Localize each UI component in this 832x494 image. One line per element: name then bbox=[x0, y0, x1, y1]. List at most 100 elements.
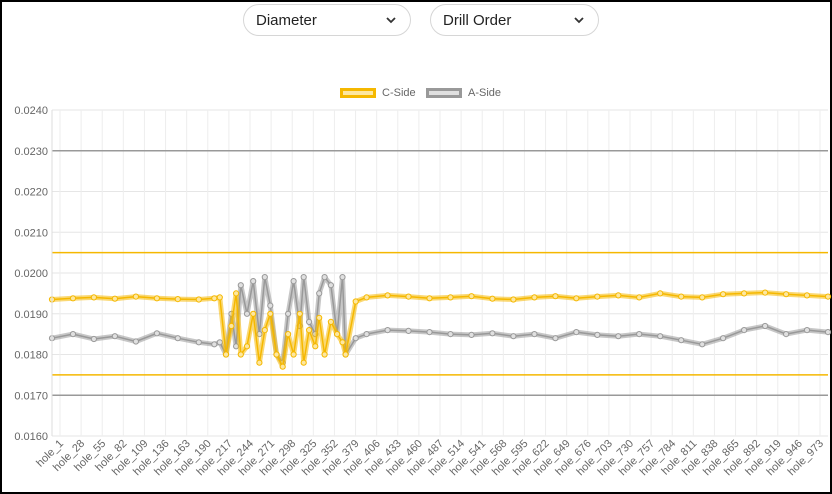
data-point-c-side bbox=[267, 310, 274, 317]
data-point-a-side bbox=[339, 274, 346, 281]
data-point-a-side bbox=[783, 331, 790, 338]
chart-legend: C-Side A-Side bbox=[0, 87, 832, 103]
data-point-c-side bbox=[273, 351, 280, 358]
data-point-a-side bbox=[237, 282, 244, 289]
data-point-c-side bbox=[261, 327, 268, 334]
data-point-a-side bbox=[211, 341, 218, 348]
data-point-a-side bbox=[300, 274, 307, 281]
y-tick-label: 0.0160 bbox=[14, 431, 48, 443]
data-point-c-side bbox=[334, 331, 341, 338]
data-point-c-side bbox=[468, 293, 475, 300]
data-point-a-side bbox=[316, 290, 323, 297]
data-point-c-side bbox=[594, 293, 601, 300]
data-point-c-side bbox=[306, 327, 313, 334]
data-point-a-side bbox=[352, 335, 359, 342]
data-point-c-side bbox=[783, 291, 790, 298]
data-point-a-side bbox=[824, 329, 832, 336]
chevron-down-icon bbox=[574, 17, 584, 24]
data-point-c-side bbox=[300, 359, 307, 366]
data-point-c-side bbox=[222, 351, 230, 358]
data-point-c-side bbox=[327, 318, 334, 325]
data-point-a-side bbox=[636, 331, 643, 338]
data-point-c-side bbox=[243, 343, 251, 350]
data-point-c-side bbox=[489, 295, 496, 302]
metric-select-value: Diameter bbox=[256, 11, 317, 29]
data-point-c-side bbox=[510, 296, 517, 303]
data-point-a-side bbox=[720, 335, 727, 342]
data-point-c-side bbox=[316, 314, 323, 321]
data-point-c-side bbox=[678, 293, 685, 300]
data-point-a-side bbox=[306, 318, 313, 325]
data-point-a-side bbox=[216, 339, 223, 346]
data-point-a-side bbox=[531, 331, 538, 338]
data-point-a-side bbox=[267, 302, 274, 309]
y-tick-label: 0.0170 bbox=[14, 390, 48, 402]
data-point-a-side bbox=[447, 331, 454, 338]
data-point-c-side bbox=[741, 290, 748, 297]
data-point-c-side bbox=[363, 294, 370, 301]
data-point-c-side bbox=[531, 294, 538, 301]
data-point-c-side bbox=[132, 293, 139, 300]
data-point-a-side bbox=[327, 282, 334, 289]
data-point-a-side bbox=[741, 327, 748, 334]
y-tick-label: 0.0240 bbox=[14, 105, 48, 117]
data-point-a-side bbox=[69, 331, 77, 338]
data-point-a-side bbox=[678, 337, 685, 344]
data-point-a-side bbox=[803, 327, 811, 334]
data-point-c-side bbox=[426, 295, 433, 302]
metric-select[interactable]: Diameter bbox=[243, 4, 411, 36]
y-tick-label: 0.0180 bbox=[14, 350, 48, 362]
data-point-a-side bbox=[657, 333, 664, 340]
data-point-a-side bbox=[615, 333, 622, 340]
data-point-a-side bbox=[132, 338, 139, 345]
data-point-c-side bbox=[237, 351, 244, 358]
data-point-c-side bbox=[762, 289, 769, 296]
legend-swatch-a-side bbox=[426, 88, 462, 98]
data-point-c-side bbox=[211, 295, 218, 302]
data-point-c-side bbox=[636, 294, 643, 301]
data-point-a-side bbox=[573, 329, 580, 336]
data-point-c-side bbox=[90, 294, 98, 301]
data-point-a-side bbox=[699, 341, 706, 348]
data-point-c-side bbox=[69, 295, 77, 302]
data-point-c-side bbox=[111, 295, 119, 302]
data-point-a-side bbox=[261, 274, 268, 281]
data-point-a-side bbox=[111, 333, 119, 340]
data-point-c-side bbox=[573, 295, 580, 302]
data-point-a-side bbox=[552, 335, 559, 342]
data-point-c-side bbox=[216, 294, 223, 301]
data-point-c-side bbox=[174, 296, 181, 303]
data-point-a-side bbox=[285, 310, 292, 317]
data-point-c-side bbox=[447, 294, 454, 301]
data-point-a-side bbox=[153, 330, 160, 337]
data-point-c-side bbox=[699, 294, 706, 301]
data-point-c-side bbox=[657, 290, 664, 297]
y-tick-label: 0.0190 bbox=[14, 309, 48, 321]
data-point-a-side bbox=[90, 335, 98, 343]
data-point-a-side bbox=[489, 330, 496, 337]
data-point-c-side bbox=[342, 351, 349, 358]
data-point-c-side bbox=[824, 293, 832, 300]
data-point-c-side bbox=[384, 292, 391, 299]
order-select[interactable]: Drill Order bbox=[430, 4, 599, 36]
data-point-c-side bbox=[296, 310, 303, 317]
legend-label-c-side: C-Side bbox=[382, 87, 416, 99]
data-point-c-side bbox=[405, 293, 412, 300]
legend-item-a-side[interactable]: A-Side bbox=[426, 87, 501, 99]
data-point-a-side bbox=[384, 327, 391, 334]
y-tick-label: 0.0210 bbox=[14, 227, 48, 239]
y-tick-label: 0.0230 bbox=[14, 146, 48, 158]
legend-item-c-side[interactable]: C-Side bbox=[340, 87, 416, 99]
data-point-c-side bbox=[250, 310, 257, 317]
data-point-a-side bbox=[510, 333, 517, 340]
data-point-c-side bbox=[195, 296, 202, 303]
data-point-c-side bbox=[290, 351, 297, 358]
data-point-a-side bbox=[290, 278, 297, 285]
data-point-a-side bbox=[426, 329, 433, 336]
data-point-a-side bbox=[195, 339, 202, 346]
data-point-c-side bbox=[228, 322, 235, 330]
data-point-a-side bbox=[250, 278, 257, 285]
data-point-a-side bbox=[363, 331, 370, 338]
legend-label-a-side: A-Side bbox=[468, 87, 502, 99]
